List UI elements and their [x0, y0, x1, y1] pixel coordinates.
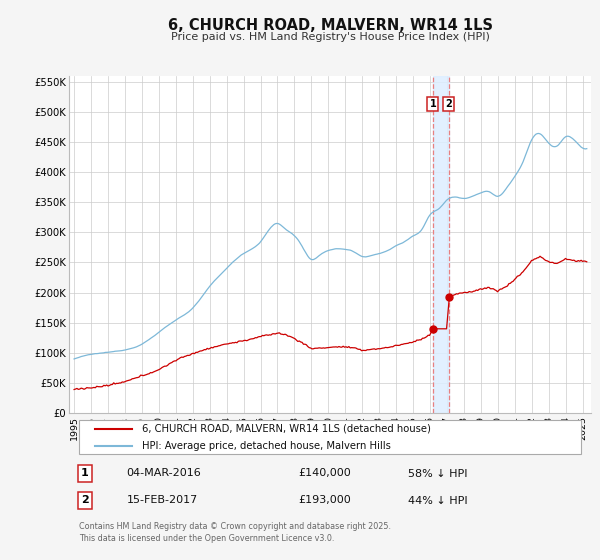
- Text: Contains HM Land Registry data © Crown copyright and database right 2025.
This d: Contains HM Land Registry data © Crown c…: [79, 522, 391, 543]
- Text: 58% ↓ HPI: 58% ↓ HPI: [409, 469, 468, 478]
- Text: 1: 1: [81, 469, 89, 478]
- FancyBboxPatch shape: [79, 421, 581, 455]
- Text: 04-MAR-2016: 04-MAR-2016: [127, 469, 201, 478]
- Text: 6, CHURCH ROAD, MALVERN, WR14 1LS (detached house): 6, CHURCH ROAD, MALVERN, WR14 1LS (detac…: [142, 424, 431, 434]
- Text: £140,000: £140,000: [299, 469, 352, 478]
- Text: £193,000: £193,000: [299, 496, 352, 506]
- Text: 2: 2: [446, 99, 452, 109]
- Text: 15-FEB-2017: 15-FEB-2017: [127, 496, 197, 506]
- Text: 1: 1: [430, 99, 436, 109]
- Text: 6, CHURCH ROAD, MALVERN, WR14 1LS: 6, CHURCH ROAD, MALVERN, WR14 1LS: [167, 18, 493, 32]
- Text: 2: 2: [81, 496, 89, 506]
- Bar: [433, 76, 449, 413]
- Text: HPI: Average price, detached house, Malvern Hills: HPI: Average price, detached house, Malv…: [142, 441, 391, 451]
- Text: 44% ↓ HPI: 44% ↓ HPI: [409, 496, 468, 506]
- Text: Price paid vs. HM Land Registry's House Price Index (HPI): Price paid vs. HM Land Registry's House …: [170, 32, 490, 42]
